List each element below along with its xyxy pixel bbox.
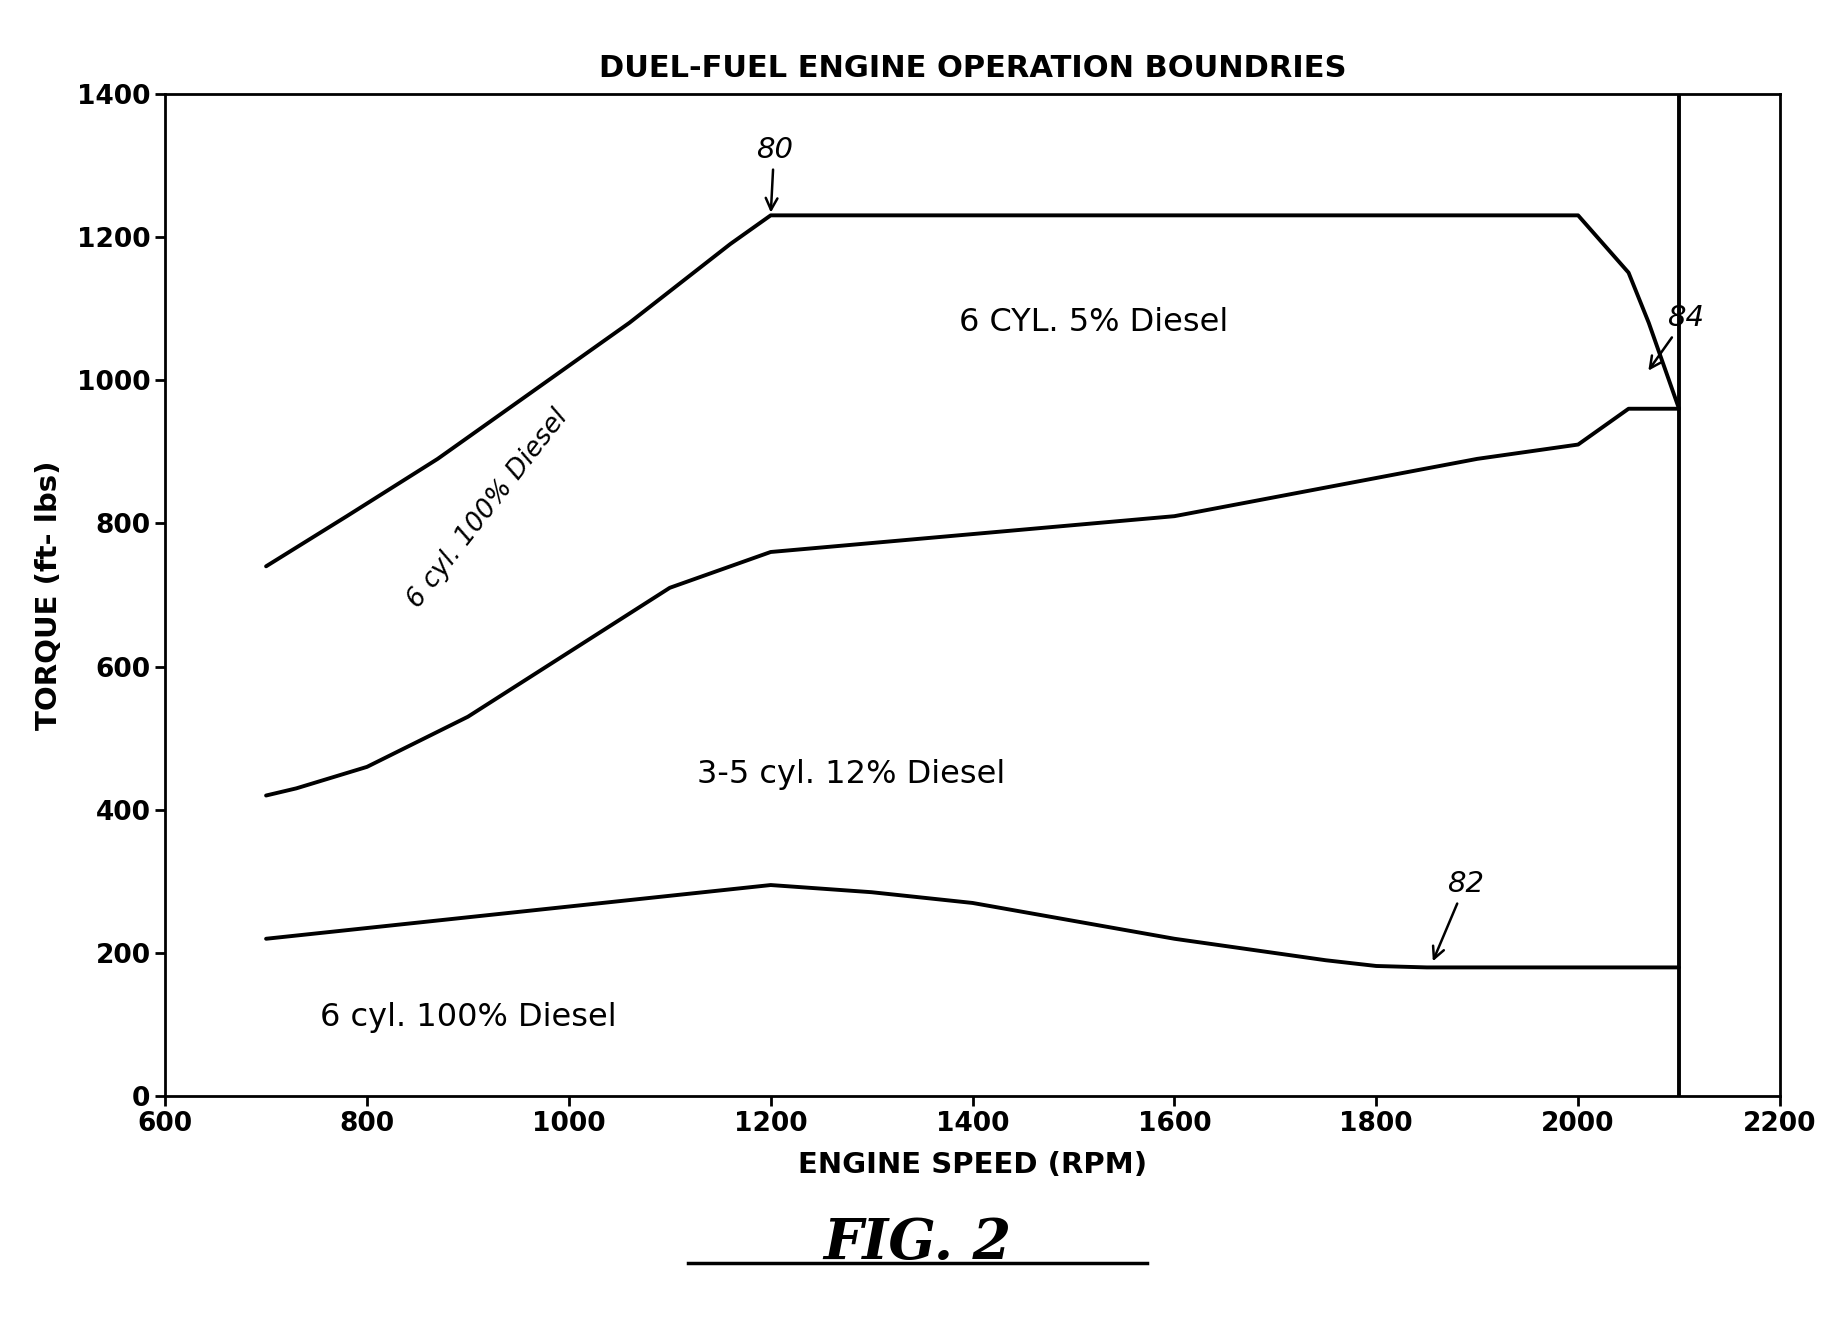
Text: 3-5 cyl. 12% Diesel: 3-5 cyl. 12% Diesel [697, 758, 1006, 790]
Text: 84: 84 [1650, 305, 1705, 369]
Text: 6 cyl. 100% Diesel: 6 cyl. 100% Diesel [402, 405, 574, 614]
X-axis label: ENGINE SPEED (RPM): ENGINE SPEED (RPM) [798, 1151, 1147, 1179]
Text: 80: 80 [756, 136, 793, 210]
Text: 6 CYL. 5% Diesel: 6 CYL. 5% Diesel [960, 308, 1228, 338]
Text: FIG. 2: FIG. 2 [824, 1215, 1011, 1271]
Y-axis label: TORQUE (ft- lbs): TORQUE (ft- lbs) [35, 460, 62, 730]
Text: 6 cyl. 100% Diesel: 6 cyl. 100% Diesel [319, 1001, 617, 1034]
Title: DUEL-FUEL ENGINE OPERATION BOUNDRIES: DUEL-FUEL ENGINE OPERATION BOUNDRIES [598, 53, 1347, 83]
Text: 82: 82 [1433, 870, 1485, 959]
